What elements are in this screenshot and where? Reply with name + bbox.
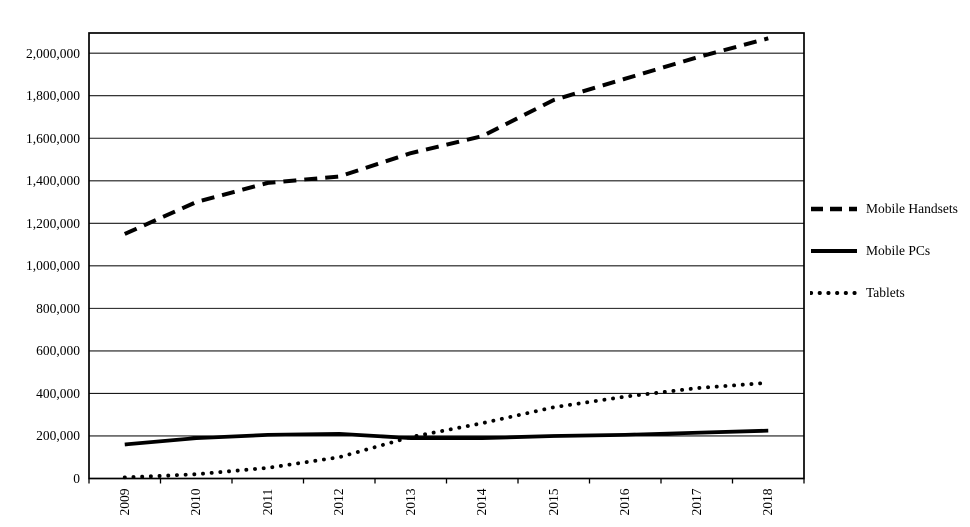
legend-label: Mobile PCs [866, 243, 931, 258]
legend-swatch-dotted-line-icon [810, 291, 858, 295]
legend-swatch-solid-line-icon [811, 249, 857, 253]
legend-label: Tablets [866, 285, 905, 300]
x-axis-label: 2010 [188, 488, 204, 516]
series-line-mobile-handsets [123, 36, 769, 236]
legend-swatch-dashed-line-icon [811, 206, 857, 212]
y-axis-label: 1,600,000 [26, 130, 80, 146]
x-axis-label: 2014 [474, 488, 490, 516]
plot-border [88, 32, 805, 480]
legend-item-mobile-handsets: Mobile Handsets [810, 200, 958, 218]
y-axis-label: 800,000 [36, 300, 80, 316]
x-axis-label: 2017 [688, 488, 704, 516]
y-axis-label: 0 [73, 471, 80, 486]
y-axis-label: 600,000 [36, 343, 80, 359]
x-axis-label: 2009 [116, 488, 132, 516]
x-axis-label: 2018 [760, 488, 776, 516]
y-axis-label: 1,400,000 [26, 173, 80, 189]
x-axis-label: 2015 [545, 488, 561, 516]
x-axis-label: 2016 [617, 488, 633, 516]
y-axis-label: 1,200,000 [26, 215, 80, 231]
legend-item-tablets: Tablets [810, 284, 905, 302]
legend-label: Mobile Handsets [866, 201, 958, 216]
x-axis-label: 2011 [259, 488, 275, 516]
y-axis-label: 200,000 [36, 428, 80, 444]
series-line-mobile-pcs [124, 428, 769, 447]
y-axis-label: 1,800,000 [26, 88, 80, 104]
y-axis-label: 1,000,000 [26, 258, 80, 274]
x-axis-label: 2013 [402, 488, 418, 516]
x-axis-label: 2012 [331, 488, 347, 516]
y-axis-label: 2,000,000 [26, 45, 80, 61]
series-line-tablets [122, 380, 771, 480]
legend-item-mobile-pcs: Mobile PCs [810, 242, 930, 260]
y-axis-label: 400,000 [36, 385, 80, 401]
